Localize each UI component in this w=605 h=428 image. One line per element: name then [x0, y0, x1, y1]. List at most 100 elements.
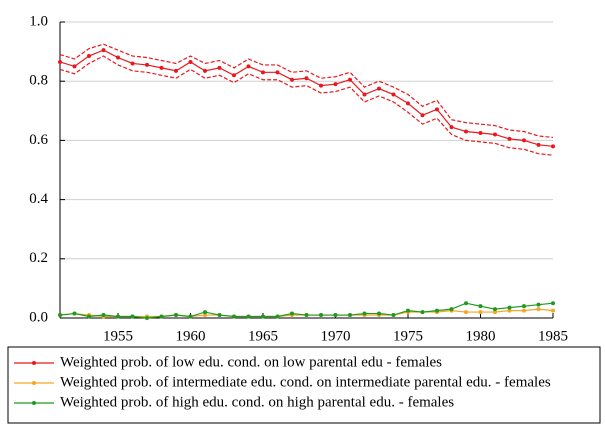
- point: [493, 310, 497, 315]
- point: [391, 92, 396, 97]
- point: [449, 125, 454, 130]
- point: [188, 314, 193, 319]
- point: [391, 313, 396, 318]
- point: [507, 305, 512, 310]
- point: [493, 132, 497, 137]
- point: [72, 311, 77, 316]
- point: [493, 307, 497, 312]
- point: [435, 107, 439, 112]
- band-line: [59, 55, 554, 156]
- legend-marker: [32, 401, 36, 405]
- x-tick-label: 1970: [321, 328, 351, 344]
- point: [464, 301, 468, 306]
- y-tick-label: 0.2: [29, 250, 48, 266]
- point: [478, 304, 483, 309]
- point: [478, 310, 483, 315]
- point: [290, 311, 294, 316]
- point: [362, 311, 367, 316]
- legend-label: Weighted prob. of intermediate edu. cond…: [60, 374, 551, 390]
- point: [232, 314, 236, 319]
- point: [435, 308, 439, 313]
- legend-label: Weighted prob. of high edu. cond. on hig…: [60, 394, 454, 410]
- legend-marker: [32, 361, 36, 365]
- point: [319, 313, 323, 318]
- y-tick-label: 0.8: [29, 73, 48, 89]
- legend-marker: [32, 381, 36, 385]
- legend-label: Weighted prob. of low edu. cond. on low …: [60, 354, 442, 370]
- point: [145, 316, 149, 320]
- point: [72, 64, 77, 69]
- point: [536, 307, 541, 312]
- point: [551, 301, 555, 306]
- point: [536, 302, 541, 307]
- point: [87, 314, 91, 319]
- point: [159, 314, 164, 319]
- point: [87, 54, 91, 59]
- point: [333, 313, 338, 318]
- point: [116, 314, 120, 319]
- point: [275, 70, 280, 75]
- point: [58, 313, 62, 318]
- point: [290, 77, 294, 82]
- point: [522, 308, 526, 313]
- point: [348, 313, 352, 318]
- point: [377, 311, 381, 316]
- point: [261, 70, 265, 75]
- point: [304, 313, 309, 318]
- point: [58, 59, 62, 64]
- point: [551, 144, 555, 149]
- point: [261, 314, 265, 319]
- x-tick-label: 1965: [248, 328, 278, 344]
- point: [174, 68, 178, 73]
- point: [464, 129, 468, 134]
- x-tick-label: 1960: [176, 328, 206, 344]
- point: [507, 136, 512, 141]
- point: [319, 83, 323, 88]
- point: [420, 310, 425, 315]
- point: [246, 64, 251, 69]
- x-tick-label: 1980: [466, 328, 496, 344]
- legend-box: [7, 346, 601, 424]
- point: [536, 142, 541, 147]
- y-tick-label: 0.0: [29, 309, 48, 325]
- point: [130, 314, 135, 319]
- band-line: [59, 43, 554, 139]
- point: [551, 308, 555, 313]
- point: [174, 313, 178, 318]
- point: [246, 314, 251, 319]
- point: [478, 131, 483, 135]
- y-tick-label: 0.4: [29, 191, 48, 207]
- point: [406, 308, 410, 313]
- point: [130, 61, 135, 66]
- point: [232, 73, 236, 78]
- point: [522, 304, 526, 309]
- point: [449, 307, 454, 312]
- point: [275, 314, 280, 319]
- point: [522, 138, 526, 143]
- point: [333, 82, 338, 87]
- point: [420, 113, 425, 118]
- x-tick-label: 1975: [393, 328, 423, 344]
- point: [116, 55, 120, 60]
- point: [217, 313, 222, 318]
- point: [188, 59, 193, 64]
- point: [464, 310, 468, 315]
- point: [377, 86, 381, 91]
- point: [159, 65, 164, 70]
- point: [145, 62, 149, 67]
- point: [101, 313, 106, 318]
- x-tick-label: 1955: [103, 328, 133, 344]
- point: [217, 65, 222, 70]
- point: [203, 310, 207, 315]
- point: [101, 48, 106, 53]
- point: [203, 313, 207, 318]
- point: [406, 101, 410, 106]
- y-tick-label: 0.6: [29, 132, 48, 148]
- y-tick-label: 1.0: [29, 13, 48, 29]
- x-tick-label: 1985: [538, 328, 568, 344]
- point: [304, 76, 309, 81]
- point: [362, 92, 367, 97]
- point: [348, 77, 352, 82]
